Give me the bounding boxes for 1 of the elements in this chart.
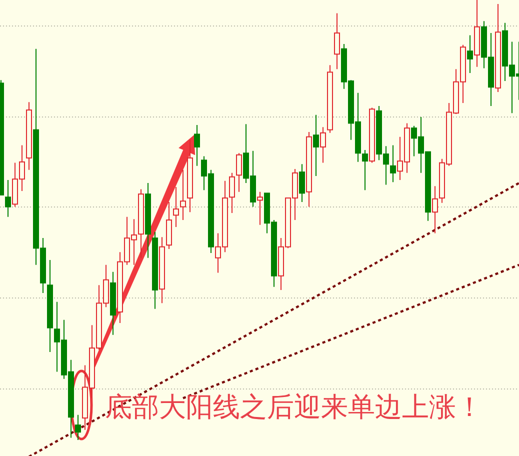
annotation: 底部大阳线之后迎来单边上涨！: [105, 392, 483, 423]
